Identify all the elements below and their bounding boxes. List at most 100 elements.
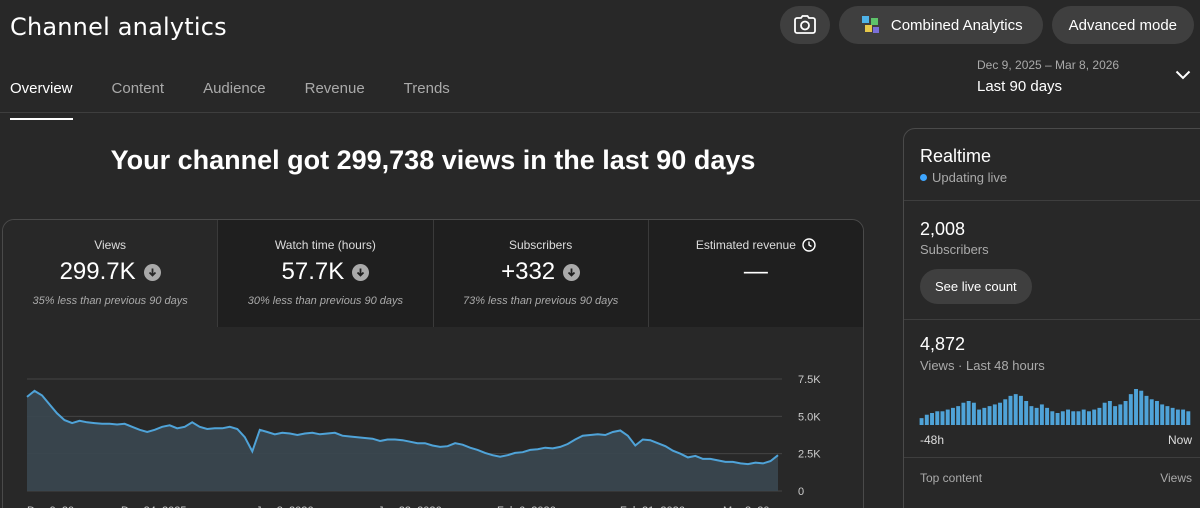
trend-down-icon [143, 263, 161, 281]
analytics-tabs: Overview Content Audience Revenue Trends [10, 80, 489, 120]
tab-content[interactable]: Content [111, 80, 165, 97]
realtime-bar [1165, 406, 1170, 425]
realtime-bar [1066, 409, 1070, 425]
metric-value-text: — [743, 258, 768, 285]
realtime-views-label: Views · Last 48 hours [920, 358, 1045, 373]
realtime-bar [940, 411, 945, 425]
realtime-bar [930, 413, 934, 425]
live-dot-icon [920, 174, 927, 181]
date-range-picker[interactable]: Dec 9, 2025 – Mar 8, 2026 Last 90 days [977, 58, 1193, 102]
trend-down-icon [563, 263, 581, 281]
realtime-bar [1102, 402, 1107, 425]
realtime-bar [1076, 411, 1081, 425]
realtime-bar [1123, 401, 1128, 425]
tab-overview[interactable]: Overview [10, 80, 73, 120]
metric-value-text: 57.7K [281, 258, 345, 285]
views-line [26, 389, 779, 466]
realtime-bar [1039, 404, 1044, 425]
realtime-bar [935, 411, 940, 425]
metric-label: Subscribers [508, 238, 573, 252]
chevron-down-icon [1175, 70, 1191, 80]
metric-label-text: Estimated revenue [695, 238, 796, 252]
views-chart: 7.5K 5.0K 2.5K 0 Dec 9, 20 Dec 24, 2025 Jan 8,… [3, 328, 863, 508]
realtime-bar [1160, 404, 1165, 425]
realtime-bar [1013, 394, 1018, 425]
date-range-label: Last 90 days [977, 78, 1063, 95]
realtime-bar [1170, 407, 1175, 425]
realtime-bar [1029, 406, 1034, 425]
metric-revenue-tab[interactable]: Estimated revenue — [648, 220, 863, 327]
realtime-divider [904, 200, 1200, 201]
top-content-views-label: Views [1160, 471, 1192, 485]
realtime-bar [919, 418, 924, 425]
realtime-views-value: 4,872 [920, 334, 966, 354]
realtime-bar [961, 402, 966, 425]
channel-headline: Your channel got 299,738 views in the la… [110, 145, 756, 175]
realtime-bar [1081, 409, 1086, 425]
see-live-count-button[interactable]: See live count [920, 269, 1032, 304]
realtime-subscribers-value: 2,008 [920, 219, 966, 239]
tab-revenue[interactable]: Revenue [304, 80, 365, 97]
realtime-status: Updating live [920, 170, 1007, 185]
realtime-bar [1024, 401, 1029, 425]
metric-label: Views [94, 238, 127, 252]
realtime-axis-end: Now [1167, 433, 1192, 447]
realtime-status-text: Updating live [932, 170, 1008, 185]
clock-icon [802, 238, 816, 252]
x-tick-label: Jan 23, 2026 [378, 505, 442, 508]
realtime-bar [992, 404, 997, 425]
realtime-bar [1097, 407, 1102, 425]
page-title: Channel analytics [10, 13, 227, 41]
realtime-bar [1003, 399, 1008, 425]
key-metrics-card: Views 299.7K 35% less than previous 90 d… [2, 219, 864, 508]
realtime-bar [966, 401, 971, 425]
realtime-bar [1186, 411, 1191, 425]
x-tick-label: Dec 9, 20 [27, 505, 74, 508]
realtime-bar [1092, 409, 1097, 425]
realtime-bar [1008, 395, 1013, 425]
tab-trends[interactable]: Trends [403, 80, 450, 97]
metric-value-text: +332 [501, 258, 556, 285]
realtime-bar [1113, 406, 1118, 425]
metrics-row: Views 299.7K 35% less than previous 90 d… [3, 220, 863, 327]
realtime-bar [1175, 409, 1180, 425]
realtime-bar [1107, 401, 1112, 425]
realtime-bar [1071, 411, 1076, 425]
realtime-title: Realtime [920, 146, 992, 166]
y-tick-label: 0 [798, 486, 804, 498]
metric-label: Watch time (hours) [274, 238, 376, 252]
metric-value: 299.7K [3, 258, 217, 286]
realtime-bar [1128, 394, 1133, 425]
realtime-bar [982, 407, 987, 425]
metric-views-tab[interactable]: Views 299.7K 35% less than previous 90 d… [3, 220, 219, 327]
realtime-bar [1181, 409, 1186, 425]
realtime-bar [950, 407, 955, 425]
realtime-bar [1034, 407, 1039, 425]
realtime-subscribers-label: Subscribers [920, 242, 989, 257]
realtime-bar [987, 406, 992, 425]
views-area-chart: 7.5K 5.0K 2.5K 0 Dec 9, 20 Dec 24, 2025 Jan 8,… [26, 374, 821, 508]
metric-value: 57.7K [218, 258, 432, 286]
realtime-bar [1086, 411, 1091, 425]
tab-audience[interactable]: Audience [203, 80, 266, 97]
screenshot-button[interactable] [779, 6, 830, 44]
realtime-bar [1149, 399, 1154, 425]
top-content-label: Top content [920, 471, 983, 485]
realtime-axis-start: -48h [920, 433, 945, 447]
realtime-bar [1139, 390, 1144, 425]
date-range-text: Dec 9, 2025 – Mar 8, 2026 [977, 58, 1120, 72]
realtime-divider [904, 457, 1200, 458]
metric-watch-time-tab[interactable]: Watch time (hours) 57.7K 30% less than p… [218, 220, 434, 327]
metric-value-text: 299.7K [59, 258, 136, 285]
x-tick-label: Feb 21, 2026 [620, 505, 685, 508]
advanced-mode-button[interactable]: Advanced mode [1051, 6, 1194, 44]
tabs-divider [0, 112, 1200, 113]
combined-analytics-button[interactable]: Combined Analytics [838, 6, 1043, 44]
realtime-bar [1018, 395, 1023, 425]
realtime-bar [1154, 401, 1159, 425]
metric-subscribers-tab[interactable]: Subscribers +332 73% less than previous … [433, 220, 649, 327]
metric-comparison-note: 35% less than previous 90 days [32, 295, 188, 307]
x-tick-label: Dec 24, 2025 [121, 505, 186, 508]
metric-label: Estimated revenue [649, 238, 863, 252]
y-tick-label: 5.0K [798, 411, 821, 423]
